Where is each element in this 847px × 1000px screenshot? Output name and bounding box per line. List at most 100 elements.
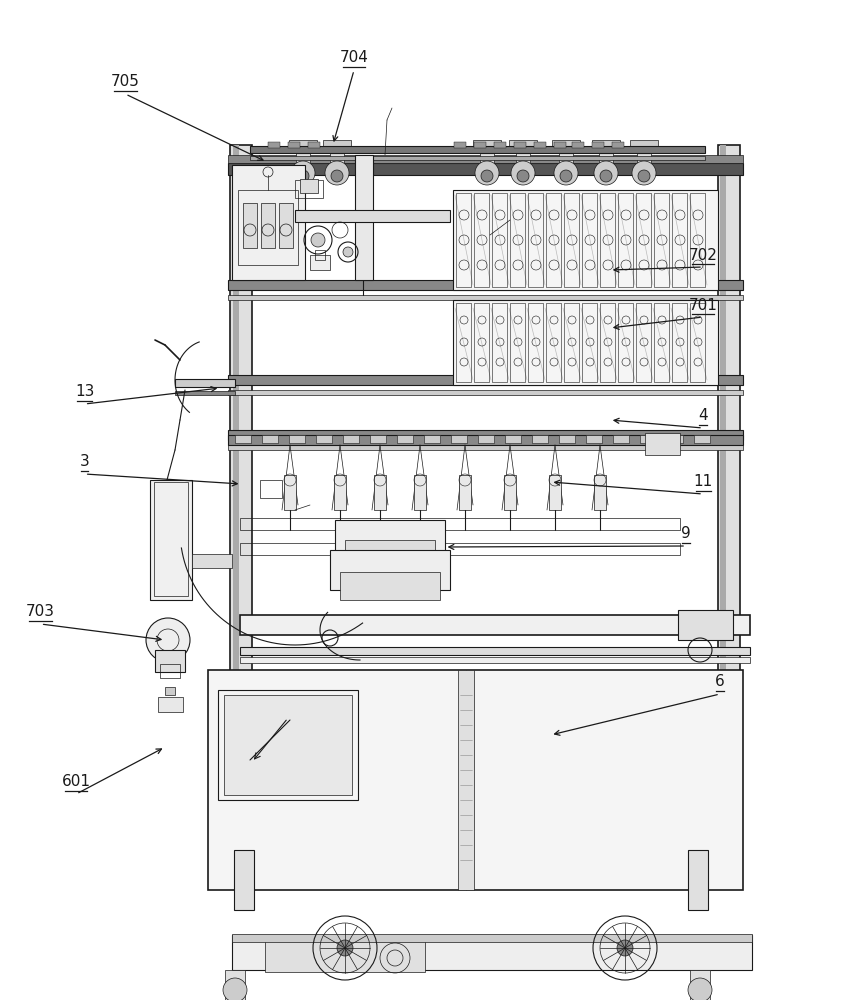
Bar [554,142,566,148]
Bar [228,435,743,445]
Bar [546,193,561,287]
Circle shape [337,940,353,956]
Bar [505,435,521,443]
Bar [345,540,435,565]
Bar [335,520,445,555]
Bar [613,435,629,443]
Bar [534,142,546,148]
Bar [250,156,705,160]
Bar [225,970,245,1000]
Bar [645,433,680,455]
Bar [510,193,525,287]
Text: 11: 11 [694,475,712,489]
Bar [456,193,471,287]
Bar [240,657,750,663]
Bar [240,615,750,635]
Circle shape [325,161,349,185]
Bar [289,435,305,443]
Bar [289,140,317,148]
Circle shape [554,161,578,185]
Bar [552,140,580,148]
Text: 701: 701 [689,298,717,312]
Circle shape [517,170,529,182]
Bar [228,390,743,395]
Bar [564,193,579,287]
Bar [528,193,543,287]
Bar [654,303,669,382]
Bar [594,475,606,510]
Bar [288,142,300,148]
Bar [528,303,543,382]
Bar [330,550,450,590]
Bar [559,435,575,443]
Bar [454,142,466,148]
Bar [295,180,323,198]
Bar [355,155,373,280]
Bar [600,193,615,287]
Bar [228,295,743,300]
Bar [549,475,561,510]
Bar [234,850,254,910]
Bar [564,303,579,382]
Bar [694,435,710,443]
Bar [600,303,615,382]
Bar [250,146,705,153]
Circle shape [311,233,325,247]
Bar [636,303,651,382]
Circle shape [560,170,572,182]
Bar [228,430,743,440]
Bar [474,193,489,287]
Bar [343,435,359,443]
Bar [516,146,530,168]
Bar [582,193,597,287]
Bar [630,140,658,148]
Circle shape [378,555,402,579]
Bar [718,145,740,680]
Bar [261,203,275,248]
Bar [228,155,743,163]
Bar [672,193,687,287]
Bar [340,572,440,600]
Bar [474,303,489,382]
Bar [323,140,351,148]
Text: 6: 6 [715,674,725,690]
Bar [224,695,352,795]
Bar [532,435,548,443]
Bar [451,435,467,443]
Bar [228,163,743,175]
Bar [678,610,733,640]
Bar [509,140,537,148]
Bar [667,435,683,443]
Bar [612,142,624,148]
Bar [155,650,185,672]
Bar [300,179,318,193]
Bar [459,475,471,510]
Bar [456,303,471,382]
Bar [397,435,413,443]
Bar [492,193,507,287]
Bar [458,670,474,890]
Bar [586,435,602,443]
Bar [240,647,750,655]
Bar [637,146,651,168]
Bar [599,146,613,168]
Text: 4: 4 [698,408,708,424]
Bar [160,664,180,678]
Bar [618,303,633,382]
Bar [158,697,183,712]
Bar [720,145,726,680]
Bar [690,303,705,382]
Bar [310,255,330,270]
Circle shape [638,170,650,182]
Circle shape [223,978,247,1000]
Bar [262,435,278,443]
Circle shape [481,170,493,182]
Bar [165,687,175,695]
Bar [315,250,325,260]
Text: 601: 601 [62,774,91,790]
Circle shape [688,978,712,1000]
Bar [330,146,344,168]
Circle shape [291,161,315,185]
Bar [308,142,320,148]
Bar [672,303,687,382]
